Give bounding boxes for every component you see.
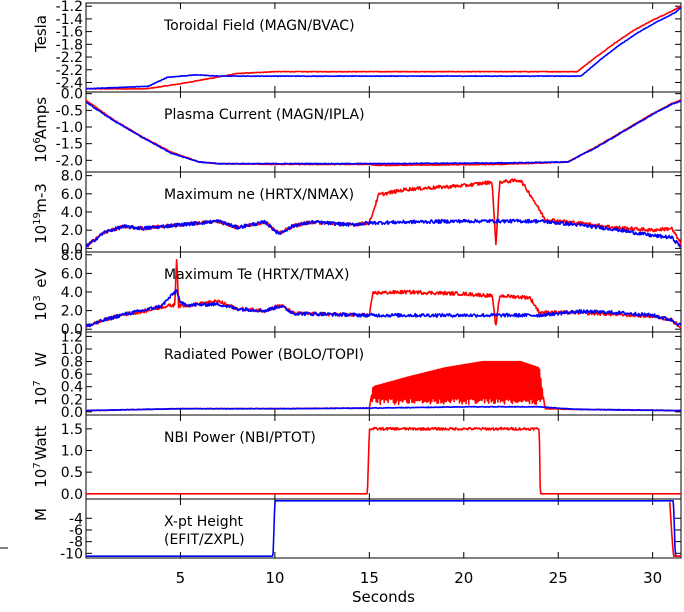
panel-2-ytick-label: -2.0 xyxy=(56,153,83,169)
panel-1-ytick-label: -2.2 xyxy=(56,63,83,79)
panel-6-ytick-label: 1.0 xyxy=(61,444,83,460)
panel-2-ytick-label: 0.0 xyxy=(61,87,83,103)
x-axis-label: Seconds xyxy=(352,588,415,606)
panel-7-ytick-label: -8 xyxy=(69,535,83,551)
panel-6-title: NBI Power (NBI/PTOT) xyxy=(164,430,316,446)
panel-1-series-blue xyxy=(85,6,682,90)
panel-6-ylabel-multiplier: 107 xyxy=(32,462,50,487)
panel-4-series-blue xyxy=(85,289,682,328)
panel-1-ytick-label: -1.4 xyxy=(56,12,83,28)
panel-5-series-red xyxy=(85,360,682,412)
panel-7-frame xyxy=(85,498,682,559)
panel-7-series-blue xyxy=(85,500,682,557)
panel-1-ytick-label: -1.6 xyxy=(56,25,83,41)
panel-4-ylabel: eV xyxy=(32,268,50,288)
panel-5-ytick-label: 0.2 xyxy=(61,392,83,408)
panel-1-ytick-label: -1.2 xyxy=(56,0,83,15)
panel-2-ylabel-multiplier: 106 xyxy=(32,137,50,162)
panel-3-title: Maximum ne (HRTX/NMAX) xyxy=(164,187,354,203)
panel-4-ytick-label: 2.0 xyxy=(61,304,83,320)
panel-3-frame xyxy=(85,171,682,253)
panel-3-ylabel-multiplier: 1019 xyxy=(32,212,50,244)
panel-2-ylabel: Amps xyxy=(32,97,50,139)
panel-5-ytick-label: 0.4 xyxy=(61,380,83,396)
panel-3-ylabel: m-3 xyxy=(32,183,50,213)
panel-1-frame xyxy=(85,2,682,93)
panel-5-ytick-label: 1.0 xyxy=(61,342,83,358)
panel-5-title: Radiated Power (BOLO/TOPI) xyxy=(164,347,364,363)
panel-7-series-red xyxy=(669,502,682,557)
panel-4-title: Maximum Te (HRTX/TMAX) xyxy=(164,267,350,283)
panel-7-ytick-label: -4 xyxy=(69,511,83,527)
panel-3-ytick-label: 8.0 xyxy=(61,169,83,185)
panel-5-ylabel: W xyxy=(32,352,50,367)
panel-6-ytick-label: 0.0 xyxy=(61,487,83,503)
x-tick-label: 30 xyxy=(643,569,662,587)
panel-2-ytick-label: -1.5 xyxy=(56,137,83,153)
panel-4-ytick-label: 8.0 xyxy=(61,248,83,264)
panel-2-ytick-label: -1.0 xyxy=(56,120,83,136)
panel-7-title: X-pt Height (EFIT/ZXPL) xyxy=(164,514,245,548)
panel-3-ytick-label: 2.0 xyxy=(61,223,83,239)
panel-5-ytick-label: 0.6 xyxy=(61,367,83,383)
panel-4-series-red xyxy=(85,259,682,329)
panel-2-title: Plasma Current (MAGN/IPLA) xyxy=(164,107,365,123)
panel-6-ytick-label: 1.5 xyxy=(61,422,83,438)
panel-7-ylabel: M xyxy=(32,508,50,521)
panel-2-ytick-label: -0.5 xyxy=(56,103,83,119)
panel-1-ytick-label: -1.8 xyxy=(56,37,83,53)
x-tick-label: 10 xyxy=(265,569,284,587)
panel-5-ytick-label: 1.2 xyxy=(61,329,83,345)
panel-3-ytick-label: 0.0 xyxy=(61,241,83,257)
panel-3-series-blue xyxy=(85,218,682,248)
x-tick-label: 25 xyxy=(549,569,568,587)
panel-2-frame xyxy=(85,91,682,173)
panel-2-series-blue xyxy=(85,100,682,165)
x-tick-label: 5 xyxy=(176,569,186,587)
panel-1-ylabel: Tesla xyxy=(32,15,50,53)
panel-7-ytick-label: -6 xyxy=(69,523,83,539)
panel-3-ytick-label: 4.0 xyxy=(61,205,83,221)
panel-7-ytick-label: -10 xyxy=(60,546,83,562)
panel-5-series-blue xyxy=(85,405,682,412)
panel-6-ytick-label: 0.5 xyxy=(61,465,83,481)
panel-5-ytick-label: 0.8 xyxy=(61,355,83,371)
panel-4-ytick-label: 6.0 xyxy=(61,266,83,282)
panel-4-ylabel-multiplier: 103 xyxy=(32,295,50,320)
panel-4-ytick-label: 0.0 xyxy=(61,322,83,338)
panel-1-ytick-label: -2.2 xyxy=(56,50,83,66)
panel-6-ylabel: Watt xyxy=(32,425,50,460)
panel-5-ytick-label: 0.0 xyxy=(61,405,83,421)
panel-5-ylabel-multiplier: 107 xyxy=(32,380,50,405)
x-tick-label: 20 xyxy=(454,569,473,587)
panel-1-series-red xyxy=(85,5,682,90)
x-tick-label: 15 xyxy=(360,569,379,587)
panel-1-ytick-label: -2.4 xyxy=(56,75,83,91)
panel-1-title: Toroidal Field (MAGN/BVAC) xyxy=(163,18,355,34)
panel-4-ytick-label: 4.0 xyxy=(61,285,83,301)
panel-6-series-red xyxy=(85,426,682,495)
panel-3-ytick-label: 6.0 xyxy=(61,187,83,203)
